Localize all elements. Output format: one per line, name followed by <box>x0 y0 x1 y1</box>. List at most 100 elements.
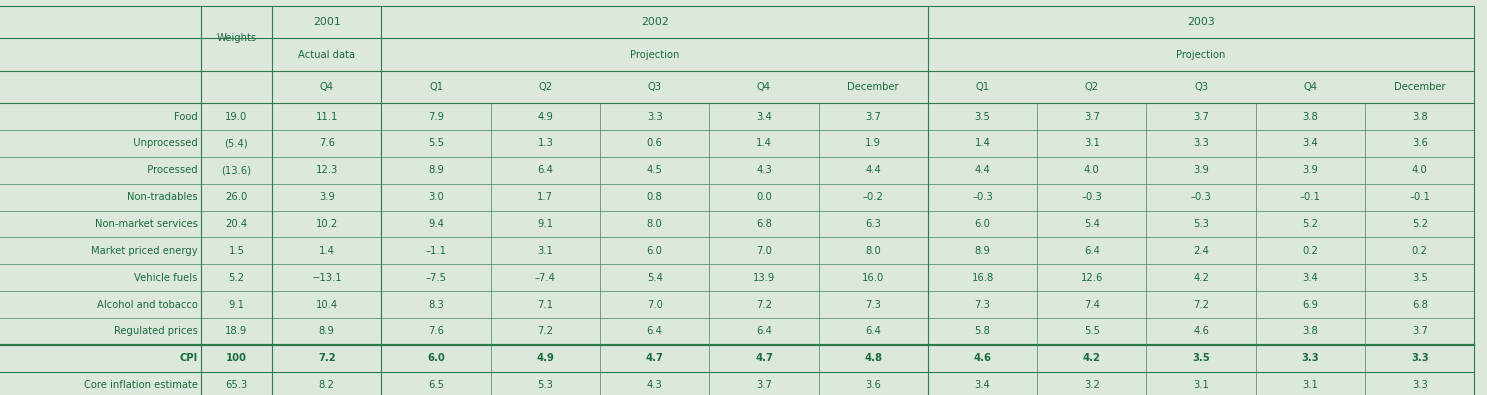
Text: –0.3: –0.3 <box>1191 192 1212 202</box>
Text: 4.4: 4.4 <box>865 165 882 175</box>
Text: 26.0: 26.0 <box>226 192 247 202</box>
Text: 100: 100 <box>226 353 247 363</box>
Text: 6.8: 6.8 <box>1411 299 1428 310</box>
Text: 0.8: 0.8 <box>647 192 663 202</box>
Text: 6.8: 6.8 <box>755 219 772 229</box>
Text: 3.5: 3.5 <box>1411 273 1428 283</box>
Text: Projection: Projection <box>630 49 680 60</box>
Text: 4.0: 4.0 <box>1411 165 1428 175</box>
Text: 0.2: 0.2 <box>1303 246 1319 256</box>
Text: 7.6: 7.6 <box>318 138 335 149</box>
Text: 2001: 2001 <box>312 17 341 27</box>
Text: 4.9: 4.9 <box>537 353 555 363</box>
Text: 4.6: 4.6 <box>974 353 992 363</box>
Text: 10.2: 10.2 <box>315 219 338 229</box>
Text: 6.9: 6.9 <box>1303 299 1319 310</box>
Text: 1.9: 1.9 <box>865 138 882 149</box>
Text: 13.9: 13.9 <box>752 273 775 283</box>
Text: Market priced energy: Market priced energy <box>91 246 198 256</box>
Text: 8.9: 8.9 <box>318 326 335 337</box>
Text: 2003: 2003 <box>1187 17 1215 27</box>
Text: 4.9: 4.9 <box>537 111 553 122</box>
Text: 2002: 2002 <box>641 17 669 27</box>
Text: 1.4: 1.4 <box>974 138 990 149</box>
Text: 4.8: 4.8 <box>864 353 882 363</box>
Text: –0.3: –0.3 <box>1081 192 1102 202</box>
Text: 3.1: 3.1 <box>1303 380 1319 390</box>
Text: Q1: Q1 <box>975 82 989 92</box>
Text: Q4: Q4 <box>757 82 770 92</box>
Text: 3.6: 3.6 <box>865 380 882 390</box>
Text: 5.4: 5.4 <box>1084 219 1100 229</box>
Text: 6.4: 6.4 <box>647 326 663 337</box>
Text: (5.4): (5.4) <box>225 138 248 149</box>
Text: 11.1: 11.1 <box>315 111 338 122</box>
Text: 4.5: 4.5 <box>647 165 663 175</box>
Text: 3.6: 3.6 <box>1411 138 1428 149</box>
Text: –1.1: –1.1 <box>425 246 446 256</box>
Text: 4.3: 4.3 <box>647 380 663 390</box>
Text: 4.7: 4.7 <box>755 353 773 363</box>
Text: 8.2: 8.2 <box>318 380 335 390</box>
Text: Food: Food <box>174 111 198 122</box>
Text: 3.8: 3.8 <box>1303 326 1319 337</box>
Text: 4.4: 4.4 <box>974 165 990 175</box>
Text: 6.4: 6.4 <box>755 326 772 337</box>
Text: –0.1: –0.1 <box>1300 192 1320 202</box>
Text: 8.0: 8.0 <box>647 219 663 229</box>
Text: 10.4: 10.4 <box>315 299 338 310</box>
Text: –0.1: –0.1 <box>1410 192 1430 202</box>
Text: 7.4: 7.4 <box>1084 299 1100 310</box>
Text: 6.0: 6.0 <box>647 246 663 256</box>
Text: 5.2: 5.2 <box>1411 219 1428 229</box>
Text: 1.4: 1.4 <box>755 138 772 149</box>
Text: Projection: Projection <box>1176 49 1225 60</box>
Text: 6.4: 6.4 <box>865 326 882 337</box>
Text: 3.7: 3.7 <box>1193 111 1209 122</box>
Text: 16.8: 16.8 <box>971 273 993 283</box>
Text: 7.6: 7.6 <box>428 326 445 337</box>
Text: Weights: Weights <box>217 33 256 43</box>
Text: –0.3: –0.3 <box>972 192 993 202</box>
Text: December: December <box>1393 82 1445 92</box>
Text: 5.2: 5.2 <box>1303 219 1319 229</box>
Text: 8.9: 8.9 <box>974 246 990 256</box>
Text: 3.7: 3.7 <box>1411 326 1428 337</box>
Text: 3.1: 3.1 <box>1193 380 1209 390</box>
Text: 4.3: 4.3 <box>755 165 772 175</box>
Text: 7.9: 7.9 <box>428 111 445 122</box>
Text: Q2: Q2 <box>1086 82 1099 92</box>
Text: 3.3: 3.3 <box>647 111 663 122</box>
Text: 6.0: 6.0 <box>427 353 445 363</box>
Text: 9.1: 9.1 <box>229 299 244 310</box>
Text: 0.0: 0.0 <box>755 192 772 202</box>
Text: 7.3: 7.3 <box>865 299 882 310</box>
Text: Unprocessed: Unprocessed <box>126 138 198 149</box>
Text: Processed: Processed <box>141 165 198 175</box>
Text: 8.9: 8.9 <box>428 165 445 175</box>
Text: 3.7: 3.7 <box>755 380 772 390</box>
Text: Actual data: Actual data <box>299 49 355 60</box>
Text: 3.9: 3.9 <box>318 192 335 202</box>
Text: –7.4: –7.4 <box>535 273 556 283</box>
Text: 9.1: 9.1 <box>537 219 553 229</box>
Text: 5.2: 5.2 <box>229 273 244 283</box>
Text: 9.4: 9.4 <box>428 219 445 229</box>
Text: 3.5: 3.5 <box>974 111 990 122</box>
Text: 3.4: 3.4 <box>974 380 990 390</box>
Text: December: December <box>848 82 900 92</box>
Text: 1.7: 1.7 <box>537 192 553 202</box>
Text: 5.5: 5.5 <box>428 138 445 149</box>
Text: 5.5: 5.5 <box>1084 326 1100 337</box>
Text: 3.3: 3.3 <box>1411 380 1428 390</box>
Text: 3.3: 3.3 <box>1411 353 1429 363</box>
Text: 3.5: 3.5 <box>1193 353 1210 363</box>
Text: 3.4: 3.4 <box>1303 138 1319 149</box>
Text: 7.2: 7.2 <box>755 299 772 310</box>
Text: 6.4: 6.4 <box>537 165 553 175</box>
Text: 6.3: 6.3 <box>865 219 882 229</box>
Text: Q4: Q4 <box>320 82 333 92</box>
Text: Non-tradables: Non-tradables <box>128 192 198 202</box>
Text: 3.7: 3.7 <box>1084 111 1100 122</box>
Text: 7.0: 7.0 <box>647 299 663 310</box>
